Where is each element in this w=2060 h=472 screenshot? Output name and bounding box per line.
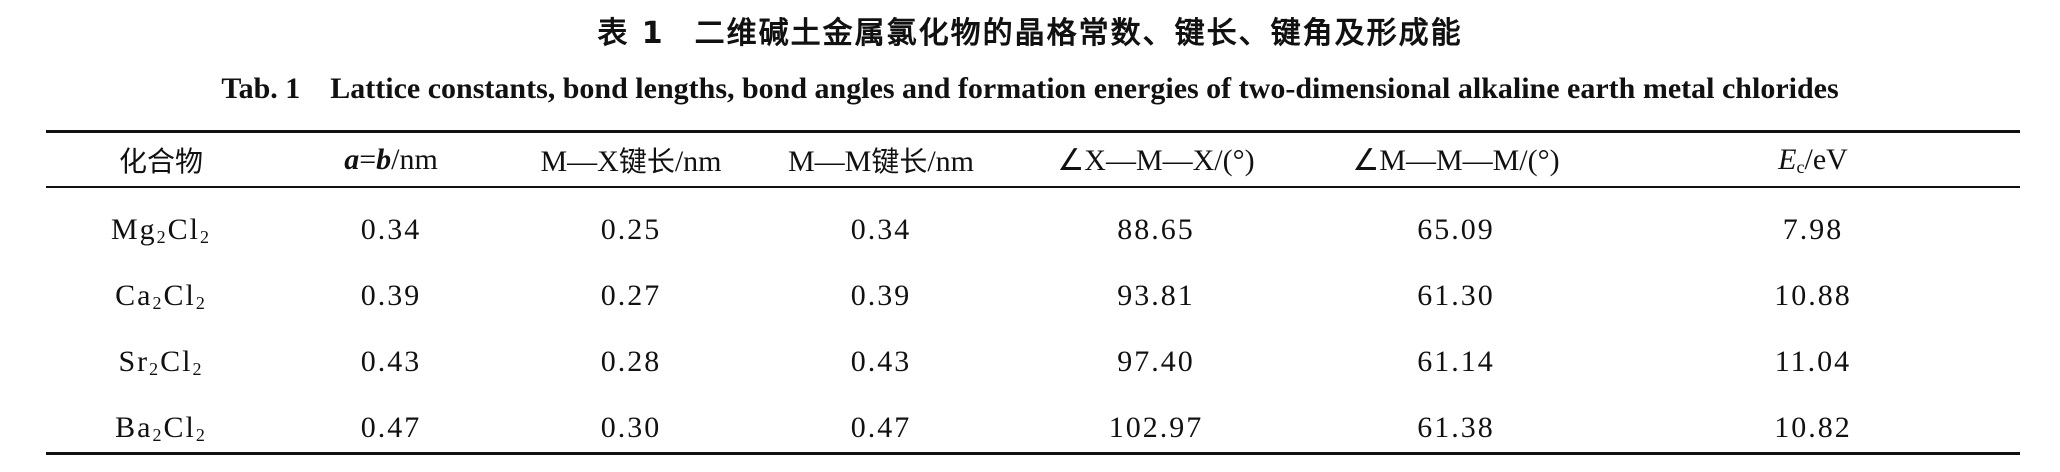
mm-cell: 0.47 [850,411,912,444]
table-number-en: Tab. 1 [221,72,301,105]
compound-cell: Sr2Cl2 [118,345,204,379]
mmm-cell: 61.14 [1417,345,1495,378]
xmx-cell: 93.81 [1117,279,1195,312]
header-mx-bond-length: M—X键长/nm [540,145,722,178]
table-caption-english: Tab. 1 Lattice constants, bond lengths, b… [0,72,2060,106]
mm-cell: 0.43 [850,345,912,378]
table-row: Mg2Cl2 0.34 0.25 0.34 88.65 65.09 7.98 [46,187,2020,263]
mx-cell: 0.27 [600,279,662,312]
header-rule [46,186,2020,188]
header-row: 化合物 a=b/nm M—X键长/nm M—M键长/nm ∠X—M—X/(°) … [46,133,2020,187]
lattice-cell: 0.43 [360,345,422,378]
energy-cell: 7.98 [1782,213,1844,246]
mmm-cell: 61.38 [1417,411,1495,444]
compound-cell: Ca2Cl2 [115,279,207,313]
lattice-cell: 0.47 [360,411,422,444]
header-mm-bond-length: M—M键长/nm [787,145,975,178]
xmx-cell: 102.97 [1108,411,1204,444]
compound-cell: Mg2Cl2 [110,213,212,247]
header-mmm-angle: ∠M—M—M/(°) [1352,143,1560,177]
lattice-cell: 0.34 [360,213,422,246]
mm-cell: 0.34 [850,213,912,246]
top-rule [46,130,2020,133]
header-compound: 化合物 [118,145,203,178]
energy-cell: 11.04 [1774,345,1852,378]
mx-cell: 0.28 [600,345,662,378]
table-caption-chinese: 表 1 二维碱土金属氯化物的晶格常数、键长、键角及形成能 [0,8,2060,52]
mm-cell: 0.39 [850,279,912,312]
compound-cell: Ba2Cl2 [115,411,207,445]
table-title-cn: 二维碱土金属氯化物的晶格常数、键长、键角及形成能 [694,16,1463,51]
xmx-cell: 97.40 [1117,345,1195,378]
table-number-cn: 表 1 [597,16,665,51]
mmm-cell: 61.30 [1417,279,1495,312]
table-row: Sr2Cl2 0.43 0.28 0.43 97.40 61.14 11.04 [46,329,2020,395]
energy-cell: 10.88 [1774,279,1852,312]
header-formation-energy: Ec/eV [1778,143,1848,177]
header-lattice-constant: a=b/nm [344,143,438,176]
data-table: 化合物 a=b/nm M—X键长/nm M—M键长/nm ∠X—M—X/(°) … [46,133,2020,461]
mx-cell: 0.30 [600,411,662,444]
table-row: Ba2Cl2 0.47 0.30 0.47 102.97 61.38 10.82 [46,395,2020,461]
mmm-cell: 65.09 [1417,213,1495,246]
bottom-rule [46,452,2020,455]
xmx-cell: 88.65 [1117,213,1195,246]
table-row: Ca2Cl2 0.39 0.27 0.39 93.81 61.30 10.88 [46,263,2020,329]
table-title-en: Lattice constants, bond lengths, bond an… [330,72,1839,105]
header-xmx-angle: ∠X—M—X/(°) [1057,143,1255,177]
lattice-cell: 0.39 [360,279,422,312]
energy-cell: 10.82 [1774,411,1852,444]
mx-cell: 0.25 [600,213,662,246]
